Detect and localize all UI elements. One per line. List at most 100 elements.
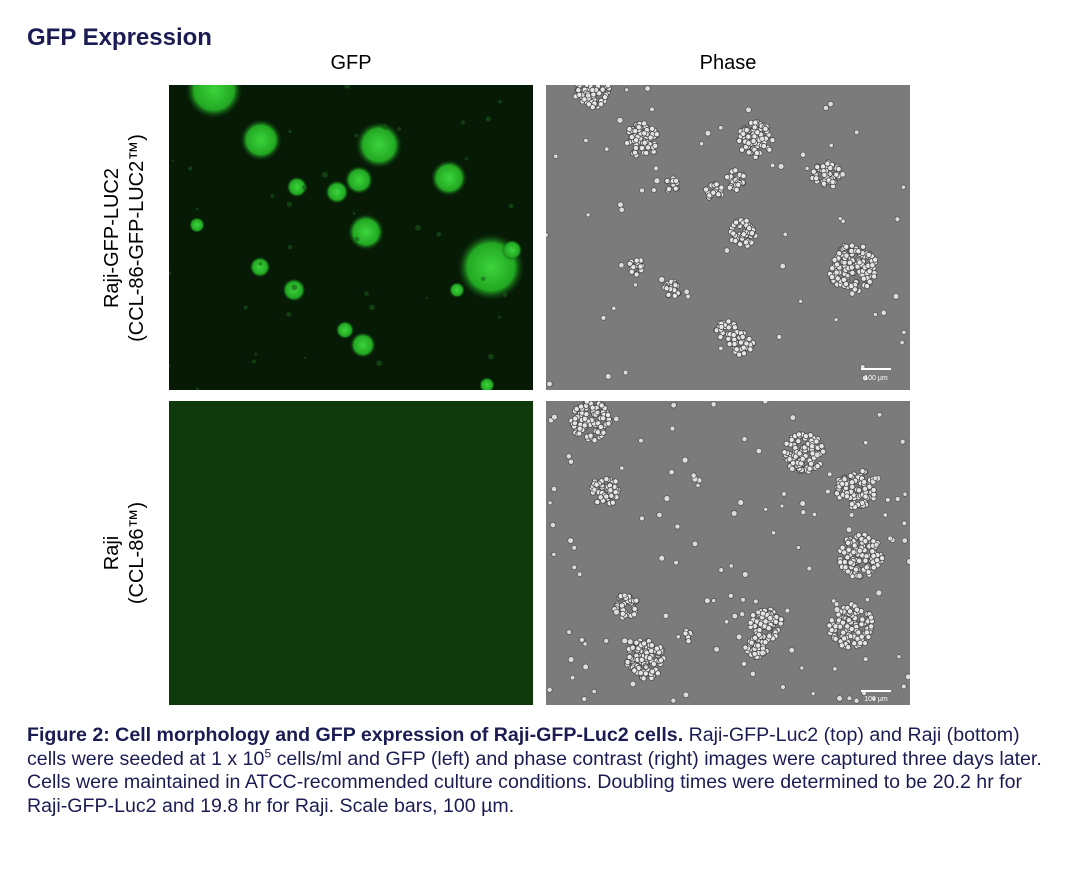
cell xyxy=(301,184,308,190)
cell xyxy=(672,282,679,289)
cell xyxy=(843,493,850,500)
cell xyxy=(251,359,256,364)
column-label: GFP xyxy=(330,52,372,74)
cell xyxy=(802,433,809,440)
cell xyxy=(740,173,747,180)
cell xyxy=(739,611,746,618)
cell xyxy=(632,144,639,151)
cell xyxy=(745,133,752,140)
cell xyxy=(900,683,907,690)
cell xyxy=(843,243,850,250)
cell xyxy=(682,691,690,699)
cell xyxy=(578,403,585,410)
cell xyxy=(839,619,846,626)
cell xyxy=(376,360,383,366)
cell xyxy=(576,425,583,432)
cell xyxy=(663,495,671,502)
cell xyxy=(885,497,891,503)
cell xyxy=(631,667,638,674)
cell xyxy=(784,607,791,614)
cell xyxy=(809,443,816,450)
cell xyxy=(641,139,648,146)
cell xyxy=(616,116,624,124)
cell xyxy=(876,412,883,418)
cell xyxy=(789,414,797,421)
gfp-image xyxy=(169,401,533,705)
cell xyxy=(663,285,670,292)
cell xyxy=(727,592,734,599)
cell xyxy=(820,163,827,170)
cell xyxy=(594,429,601,436)
cell xyxy=(546,232,549,238)
cell xyxy=(899,340,905,346)
cell xyxy=(322,172,328,178)
cell xyxy=(425,296,428,300)
scale-bar-label: 100 µm xyxy=(864,696,888,703)
cell xyxy=(637,669,644,676)
cell xyxy=(189,217,205,233)
cell xyxy=(594,409,600,416)
cell xyxy=(760,143,767,150)
cell xyxy=(862,538,869,545)
cell xyxy=(826,622,833,629)
cell xyxy=(240,119,282,161)
cell xyxy=(488,353,494,360)
cell xyxy=(723,247,730,254)
cell xyxy=(863,440,869,446)
cell xyxy=(820,180,827,187)
cell xyxy=(798,298,804,304)
cell xyxy=(653,645,660,652)
cell xyxy=(633,282,638,288)
cell xyxy=(741,571,749,578)
cell xyxy=(572,415,579,422)
cell xyxy=(628,134,635,141)
cell xyxy=(653,131,660,138)
cell xyxy=(753,598,759,605)
cell xyxy=(766,146,773,153)
cell xyxy=(827,101,834,108)
scale-bar-label: 100 µm xyxy=(864,375,888,382)
cell xyxy=(597,423,604,430)
cell xyxy=(571,544,578,551)
cell xyxy=(635,124,642,131)
cell xyxy=(732,167,739,174)
cell xyxy=(715,191,722,198)
cell xyxy=(287,244,293,250)
cell xyxy=(633,271,640,278)
cell xyxy=(195,207,199,211)
cell xyxy=(479,377,495,390)
cell xyxy=(649,125,656,132)
cell xyxy=(833,269,840,276)
cell xyxy=(747,346,754,353)
cell xyxy=(621,592,628,599)
cell xyxy=(706,192,713,199)
cell xyxy=(836,250,843,257)
cell xyxy=(743,340,750,347)
cell xyxy=(711,598,717,604)
cell xyxy=(832,666,838,672)
cell xyxy=(759,610,766,617)
cell xyxy=(750,612,757,619)
cell xyxy=(641,130,648,137)
cell xyxy=(833,317,839,323)
cell xyxy=(869,262,876,269)
cell xyxy=(832,635,839,642)
cell xyxy=(853,697,860,704)
cell xyxy=(838,642,845,649)
cell xyxy=(551,413,558,421)
cell xyxy=(853,606,860,613)
cell xyxy=(583,137,589,144)
cell xyxy=(681,456,689,464)
cell xyxy=(703,186,710,193)
cell xyxy=(871,696,877,702)
cell xyxy=(303,356,307,359)
cell xyxy=(571,564,577,571)
cell xyxy=(786,456,793,463)
cell xyxy=(870,486,877,493)
cell xyxy=(600,415,607,422)
cell xyxy=(656,511,663,519)
cell xyxy=(739,333,746,340)
cell xyxy=(779,503,785,509)
cell xyxy=(765,625,772,632)
cell xyxy=(864,597,870,603)
